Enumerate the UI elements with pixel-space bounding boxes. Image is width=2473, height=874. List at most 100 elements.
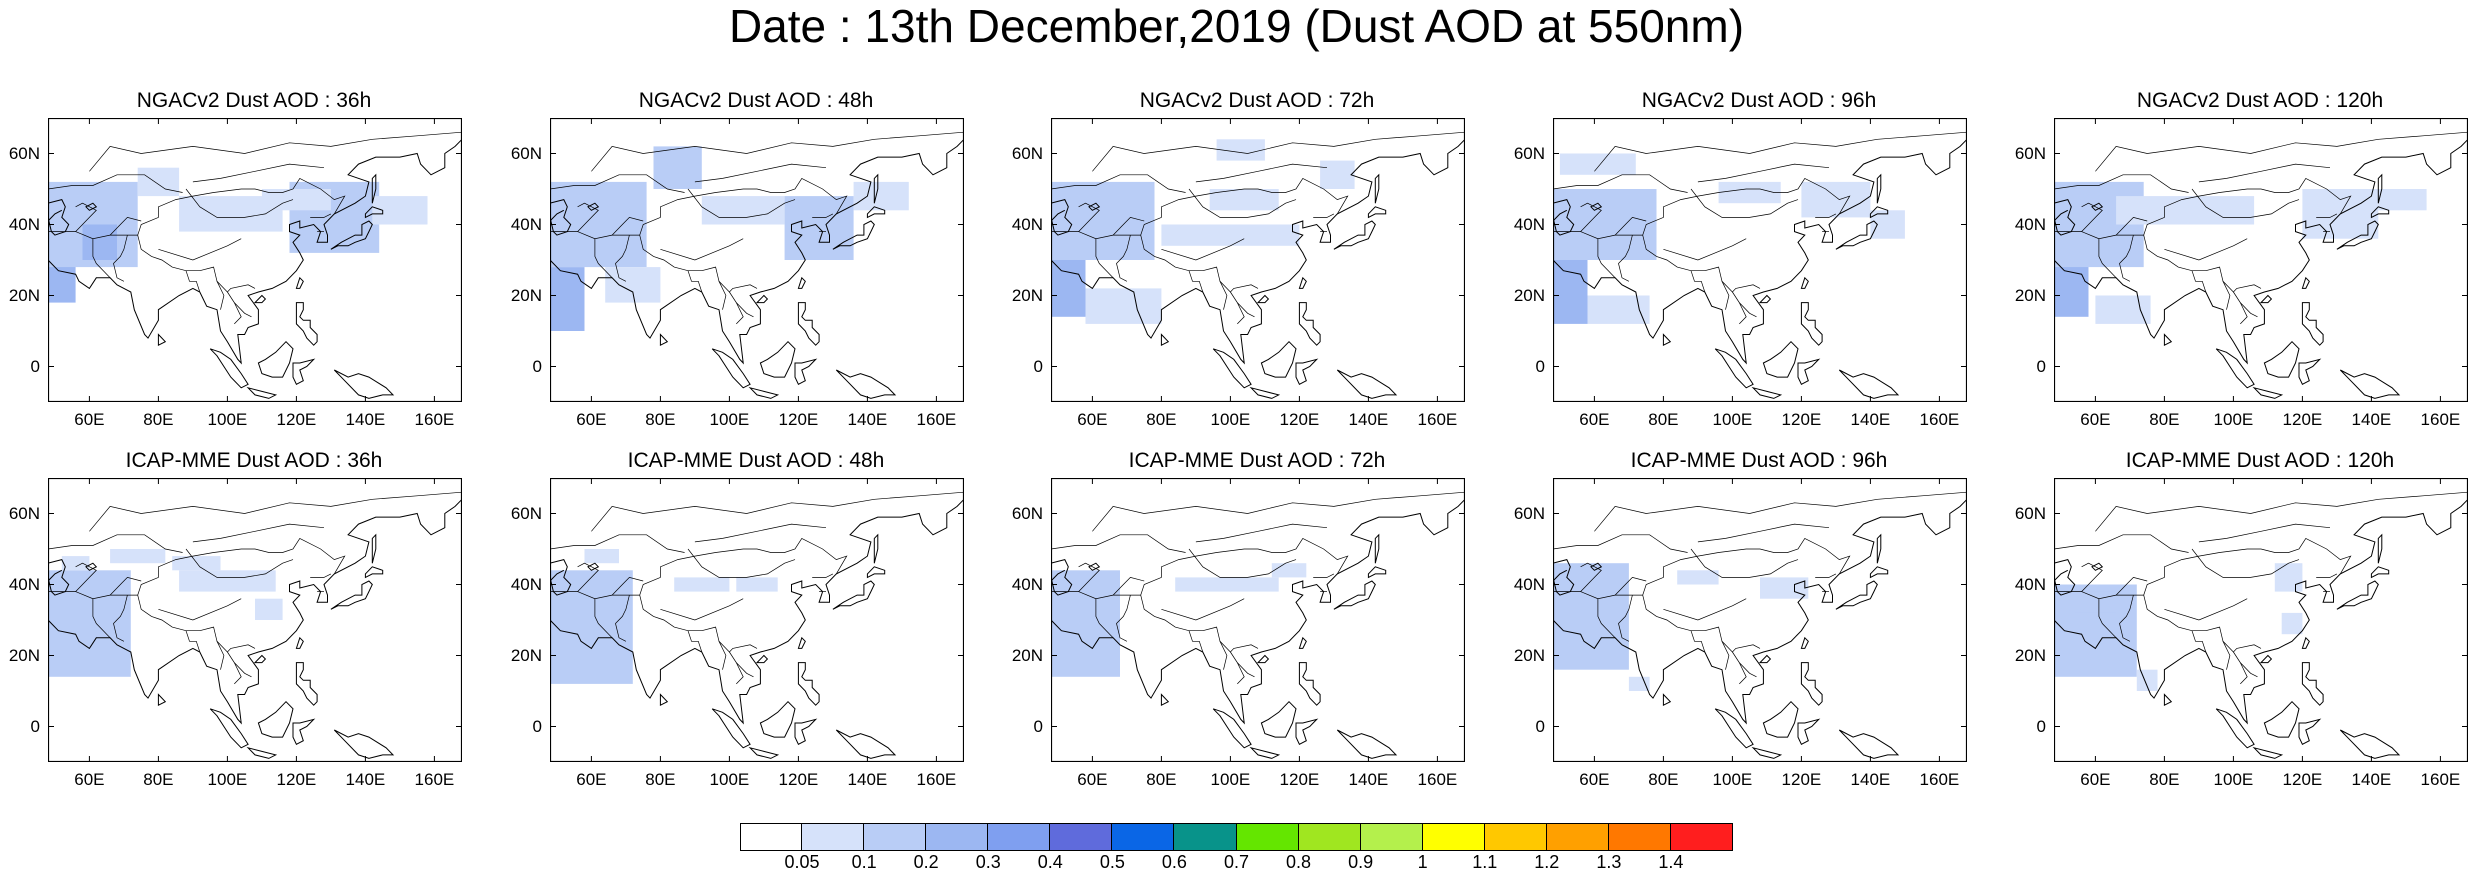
country-border [1618, 235, 1633, 282]
dust-aod-cell [550, 181, 647, 268]
dust-aod-cell [110, 549, 166, 564]
coastline [1762, 700, 1799, 738]
colorbar-label: 0.6 [1161, 852, 1187, 872]
country-border [615, 235, 630, 282]
lon-tick-label: 100E [207, 410, 248, 429]
coastline [2370, 206, 2390, 219]
panel-title: ICAP-MME Dust AOD : 72h [1128, 449, 1386, 472]
lat-tick-label: 60N [8, 143, 40, 163]
colorbar-label: 1.4 [1658, 852, 1684, 872]
coastline [711, 708, 751, 749]
lat-tick-label: 0 [1033, 356, 1043, 376]
lat-tick-label: 40N [2014, 214, 2046, 234]
coastline [550, 559, 572, 596]
lat-tick-label: 0 [1535, 716, 1545, 736]
country-border [1161, 598, 1245, 621]
country-border [1738, 302, 1747, 325]
map-canvas [48, 478, 462, 762]
country-border [2098, 238, 2117, 279]
coastline [1088, 562, 1101, 571]
dust-aod-cell [82, 224, 117, 260]
lat-tick-label: 60N [510, 143, 542, 163]
country-border [1140, 595, 1259, 653]
panel-title: NGACv2 Dust AOD : 36h [136, 89, 372, 112]
lat-tick-label: 0 [30, 716, 40, 736]
country-border [687, 630, 703, 653]
map-panel: NGACv2 Dust AOD : 48h 60N 40N 20N 0 60E 80E 100… [502, 86, 964, 446]
lon-tick-label: 60E [74, 410, 105, 429]
lon-tick-label: 160E [916, 770, 957, 789]
lon-tick-label: 160E [2420, 410, 2461, 429]
coastline [1367, 206, 1387, 219]
dust-aod-cell [2116, 196, 2255, 225]
map-panel: ICAP-MME Dust AOD : 72h 60N 40N 20N 0 60E 80E 1… [1003, 446, 1465, 806]
dust-aod-cell [2095, 295, 2151, 324]
coastline [873, 533, 879, 564]
coastline [1838, 369, 1900, 399]
coastline [157, 693, 167, 707]
coastline [2054, 498, 2468, 725]
coastline [659, 693, 669, 707]
country-border [1732, 651, 1757, 678]
coastline [2336, 220, 2379, 250]
coastline [1590, 202, 1603, 211]
country-border [2119, 235, 2134, 282]
country-border [1236, 302, 1245, 325]
map-canvas [1553, 478, 1967, 762]
coastline [1333, 580, 1376, 610]
coastline [295, 276, 304, 289]
dust-aod-cell [2074, 591, 2117, 613]
coastline [1249, 746, 1281, 759]
lat-tick-label: 20N [510, 645, 542, 665]
country-border [639, 235, 758, 293]
coastline [550, 209, 565, 222]
country-border [550, 537, 848, 600]
country-border [1642, 235, 1761, 293]
country-border [1553, 177, 1851, 240]
lat-tick-label: 0 [532, 716, 542, 736]
coastline [2301, 276, 2310, 289]
colorbar-label: 1.3 [1596, 852, 1622, 872]
coastline [550, 498, 964, 725]
country-border [227, 291, 252, 318]
colorbar-swatch [1298, 823, 1361, 851]
colorbar-label: 0.7 [1223, 852, 1250, 872]
country-border [611, 217, 644, 236]
map-plot-area [1051, 118, 1465, 402]
country-border [92, 598, 111, 639]
map-canvas [550, 118, 964, 402]
country-border [550, 534, 685, 553]
colorbar-swatch [864, 823, 927, 851]
coastline [257, 700, 294, 738]
coastline [2339, 369, 2401, 399]
country-border [2316, 573, 2338, 578]
country-border [2222, 281, 2231, 310]
coastline [1298, 276, 1307, 289]
lon-tick-label: 160E [1417, 410, 1458, 429]
country-border [1195, 163, 1328, 183]
dust-aod-cell [1801, 181, 1871, 218]
country-border [1051, 537, 1349, 600]
dust-aod-cell [674, 577, 730, 592]
coastline [759, 340, 796, 378]
coastline [587, 202, 600, 211]
country-border [2115, 217, 2148, 236]
country-border [1078, 202, 1100, 232]
map-frame [550, 118, 964, 402]
country-border [687, 548, 796, 578]
coastline [1256, 294, 1270, 304]
dust-aod-cell [2274, 563, 2303, 592]
coastline [2091, 202, 2104, 211]
coastline [794, 358, 818, 385]
coastline [1590, 562, 1603, 571]
lon-tick-label: 100E [207, 770, 248, 789]
country-border [1161, 238, 1245, 261]
country-border [113, 235, 128, 282]
country-border [216, 281, 225, 310]
country-border [310, 573, 332, 578]
coastline [1051, 559, 1073, 596]
lon-tick-label: 80E [143, 770, 174, 789]
lat-tick-label: 20N [510, 285, 542, 305]
lat-tick-label: 40N [510, 214, 542, 234]
colorbar-label: 0.2 [913, 852, 939, 872]
